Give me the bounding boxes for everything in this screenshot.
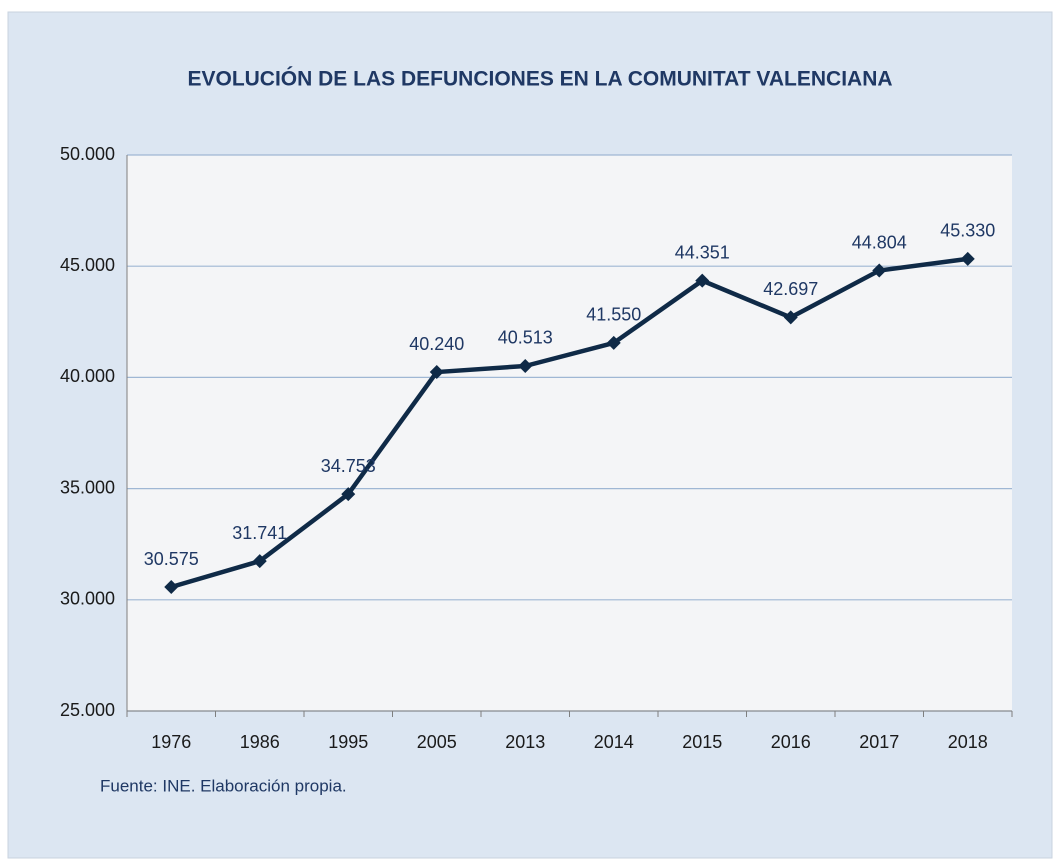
x-tick-label: 2014 xyxy=(594,732,634,752)
y-tick-label: 50.000 xyxy=(60,144,115,164)
x-tick-label: 2005 xyxy=(417,732,457,752)
x-tick-label: 2013 xyxy=(505,732,545,752)
marker xyxy=(518,358,533,373)
marker xyxy=(429,365,444,380)
marker xyxy=(695,273,710,288)
x-tick-label: 2017 xyxy=(859,732,899,752)
y-tick-label: 35.000 xyxy=(60,477,115,497)
y-tick-label: 45.000 xyxy=(60,255,115,275)
x-tick-label: 2016 xyxy=(771,732,811,752)
data-label: 44.804 xyxy=(852,232,907,252)
marker xyxy=(164,580,179,595)
data-label: 42.697 xyxy=(763,279,818,299)
x-tick-label: 2015 xyxy=(682,732,722,752)
x-tick-label: 2018 xyxy=(948,732,988,752)
marker xyxy=(606,335,621,350)
x-tick-label: 1995 xyxy=(328,732,368,752)
x-tick-label: 1986 xyxy=(240,732,280,752)
line xyxy=(170,256,969,590)
data-label: 44.351 xyxy=(675,242,730,262)
marker xyxy=(872,263,887,278)
marker xyxy=(783,310,798,325)
chart-title: EVOLUCIÓN DE LAS DEFUNCIONES EN LA COMUN… xyxy=(187,67,892,91)
y-tick-label: 40.000 xyxy=(60,366,115,386)
source-note: Fuente: INE. Elaboración propia. xyxy=(100,776,347,795)
data-label: 31.741 xyxy=(232,523,287,543)
plot-area xyxy=(127,155,1012,711)
marker xyxy=(960,251,975,266)
y-tick-label: 25.000 xyxy=(60,700,115,720)
data-label: 40.513 xyxy=(498,328,553,348)
marker xyxy=(252,554,267,569)
data-label: 30.575 xyxy=(144,549,199,569)
data-label: 40.240 xyxy=(409,334,464,354)
data-label: 41.550 xyxy=(586,305,641,325)
y-tick-label: 30.000 xyxy=(60,589,115,609)
marker xyxy=(341,487,356,502)
data-label: 45.330 xyxy=(940,221,995,241)
x-tick-label: 1976 xyxy=(151,732,191,752)
data-label: 34.753 xyxy=(321,456,376,476)
